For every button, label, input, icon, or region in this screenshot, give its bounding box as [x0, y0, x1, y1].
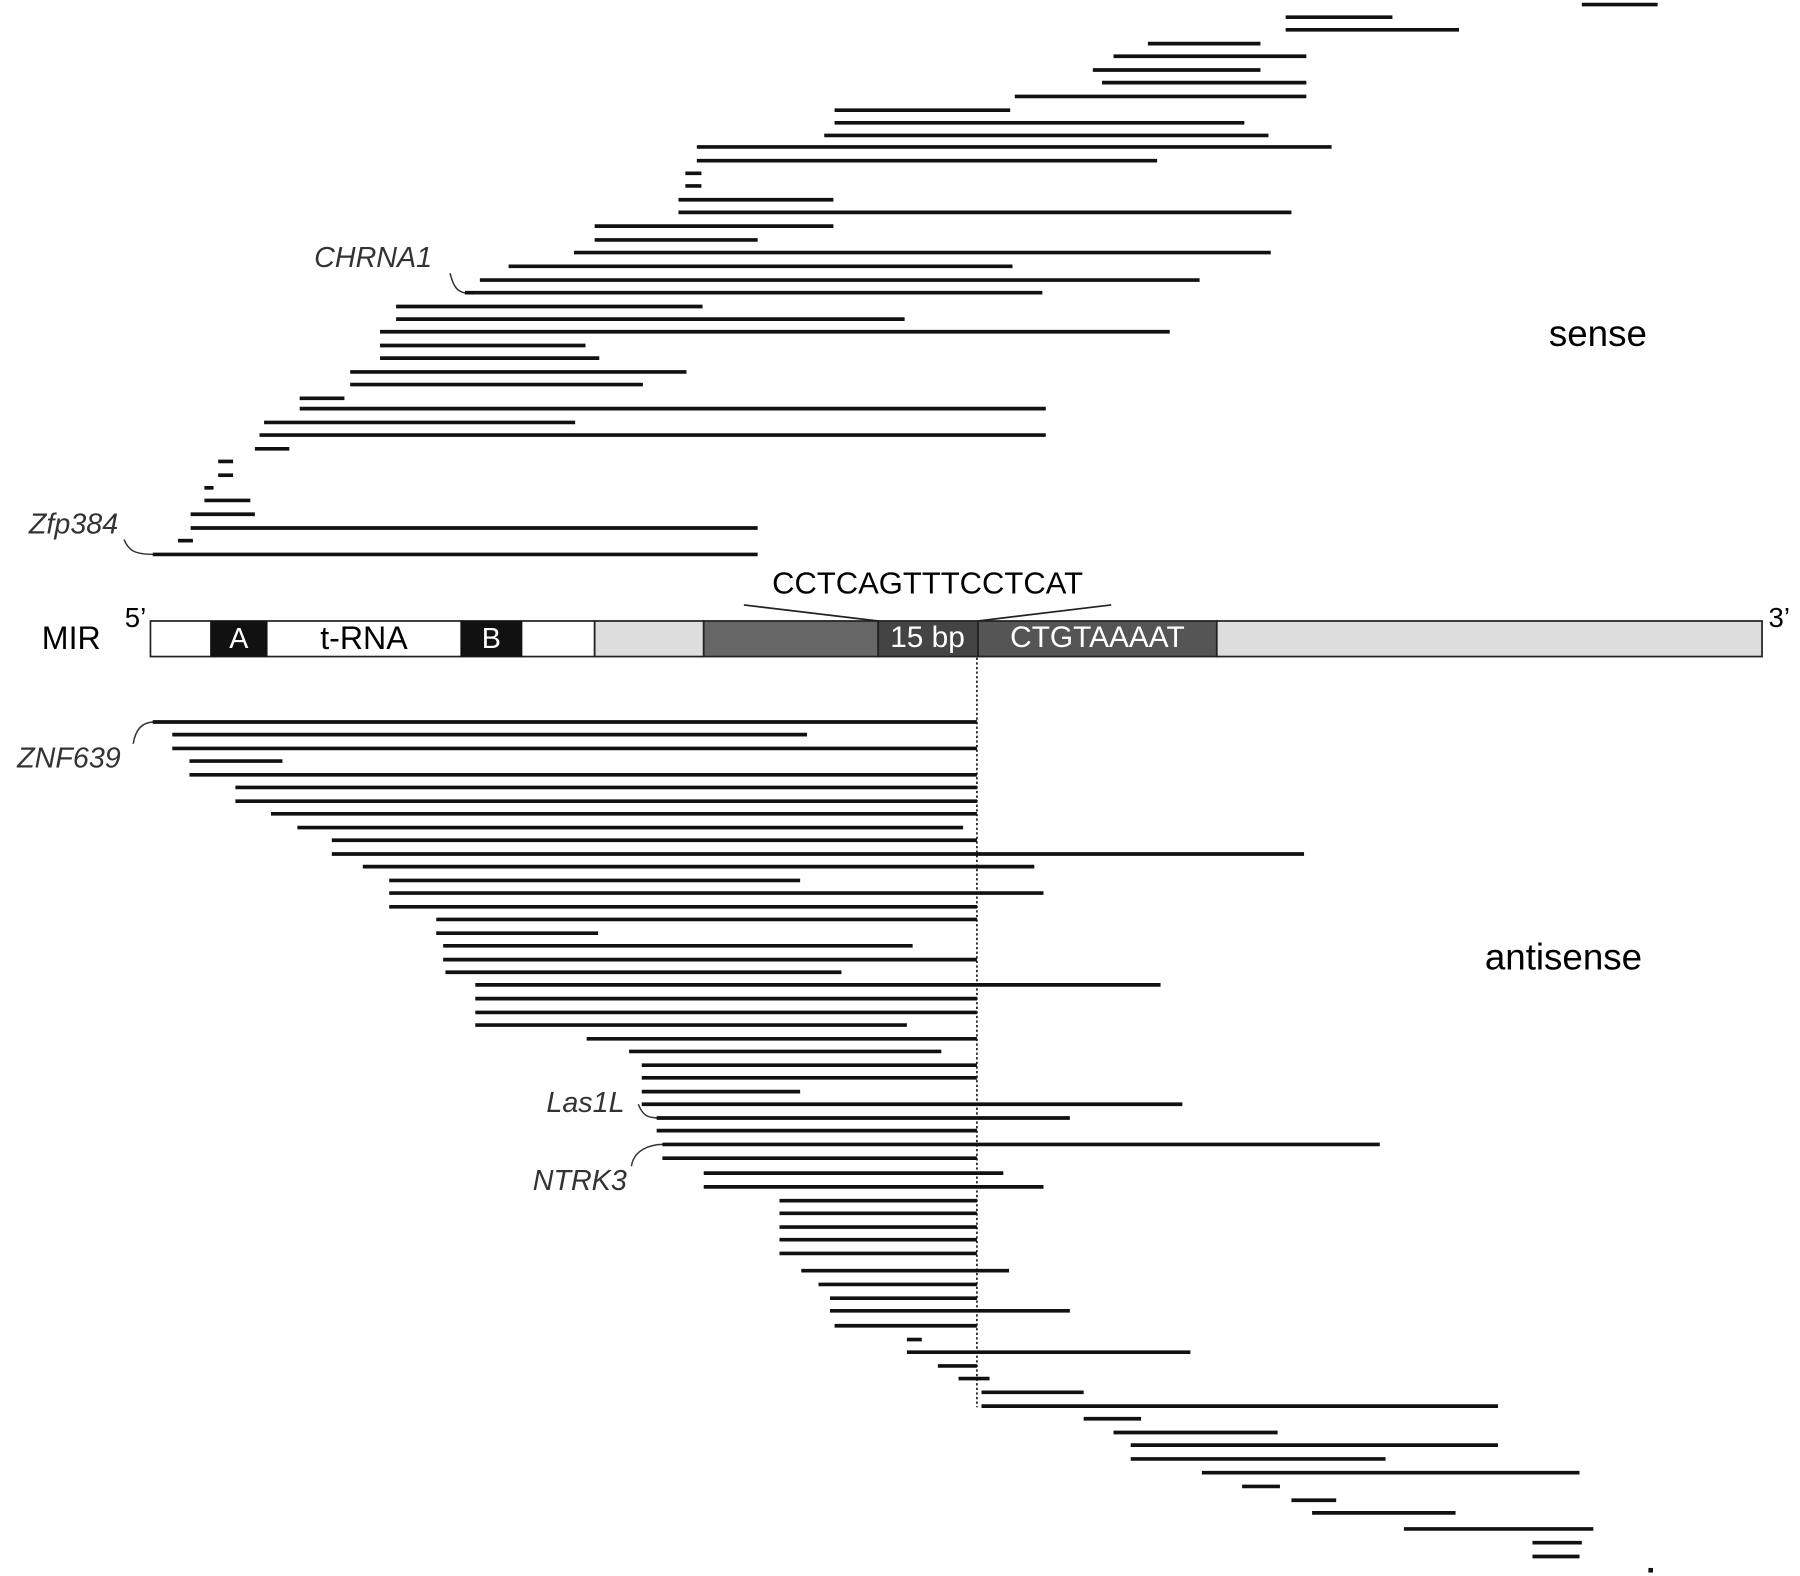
mir-element: MIR 5’ 3’ A t-RNA B 15 bp CTGTAAAAT CCTC…: [42, 566, 1790, 1408]
gene-pointer: [637, 1103, 659, 1119]
box-b-label: B: [482, 623, 501, 655]
gene-label: CHRNA1: [314, 242, 432, 274]
gene-label: ZNF639: [16, 742, 121, 774]
box-b: [460, 620, 523, 657]
gene-label: Zfp384: [28, 508, 118, 540]
trna-label: t-RNA: [320, 620, 408, 656]
sense-label: sense: [1549, 313, 1647, 354]
sequence-label: CCTCAGTTTCCTCAT: [772, 566, 1083, 601]
gene-label: NTRK3: [533, 1165, 627, 1197]
read-alignments: [152, 2, 1658, 1559]
light-segment: [1215, 620, 1763, 658]
element-name: MIR: [42, 620, 101, 656]
dot: [1648, 1567, 1653, 1573]
spacer-label: 15 bp: [890, 621, 965, 654]
box-a-label: A: [229, 623, 249, 655]
antisense-label: antisense: [1485, 936, 1642, 977]
sequence-pointer: [743, 604, 879, 622]
spacer-segment: [877, 620, 979, 658]
core-label: CTGTAAAAT: [1010, 621, 1185, 654]
core-segment: [977, 620, 1218, 658]
three-prime: 3’: [1769, 602, 1790, 633]
box-a: [210, 620, 268, 657]
light-segment: [593, 620, 705, 658]
dark-segment: [702, 620, 880, 658]
gene-pointer: [132, 721, 154, 744]
five-prime: 5’: [125, 602, 146, 633]
gene-label: Las1L: [546, 1087, 624, 1119]
gene-pointer: [449, 273, 473, 295]
sequence-pointer: [977, 604, 1112, 622]
gene-pointer: [630, 1143, 664, 1167]
gene-pointer: [123, 539, 154, 556]
